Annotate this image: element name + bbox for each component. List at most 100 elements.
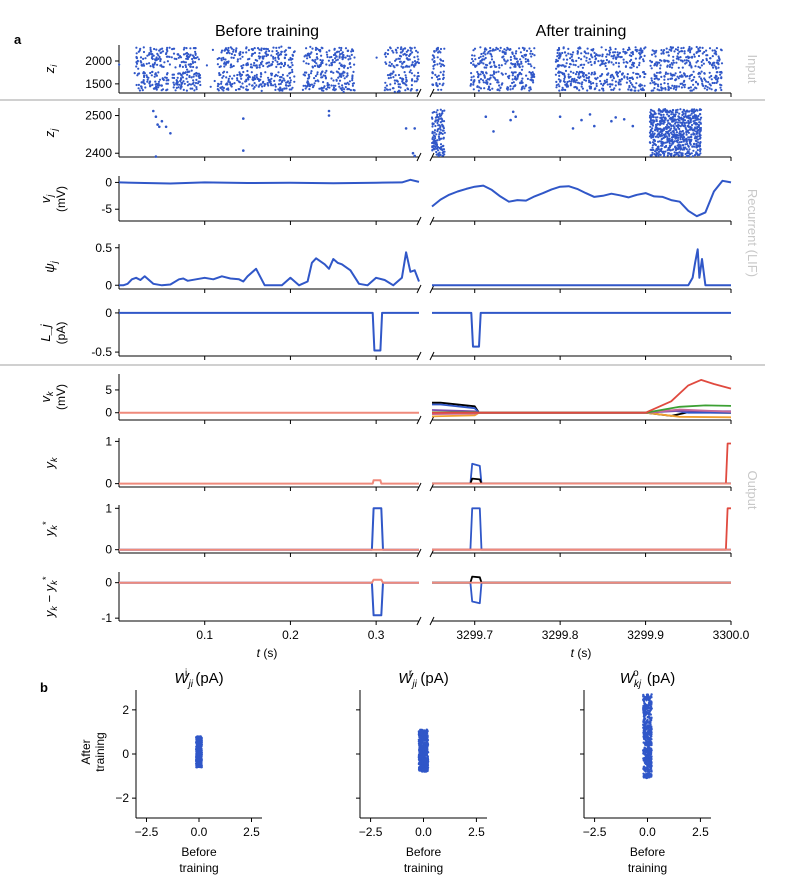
input-before-0-dot (179, 79, 182, 83)
input-after-3-dot (690, 47, 693, 50)
W-input-point (195, 750, 198, 753)
input-after-3-dot (654, 55, 657, 58)
recurrent-dense-dot (659, 116, 662, 119)
recurrent-dense-dot (663, 127, 666, 130)
input-after-3-dot (697, 47, 700, 50)
recurrent-dense-dot (671, 111, 674, 114)
recurrent-dense-dot (680, 117, 683, 120)
input-before-2-dot (316, 73, 319, 76)
input-before-2-dot (322, 81, 325, 84)
ylabel-vk-unit: (mV) (54, 384, 68, 410)
W-output-point (643, 759, 646, 762)
ylabel-yk-star: yk* (41, 521, 59, 537)
input-before-0-dot (162, 65, 165, 68)
input-after-3-dot (698, 46, 702, 49)
W-recurrent-point (420, 751, 423, 754)
W-recurrent-point (423, 752, 427, 755)
input-before-1-dot (261, 60, 264, 63)
input-before-1-dot (245, 78, 248, 81)
recurrent-dense-dot (669, 116, 672, 119)
input-before-0-dot (146, 80, 149, 83)
input-before-0-dot (195, 74, 198, 77)
W-recurrent-point (418, 753, 421, 757)
input-after-3-dot (677, 58, 680, 61)
recurrent-dense-dot (675, 139, 679, 142)
input-after-2-dot (577, 65, 580, 68)
recurrent-dense-dot (440, 132, 443, 135)
input-before-3-dot (393, 90, 396, 93)
input-after-1-dot (489, 49, 492, 52)
input-sparse-dot (265, 50, 268, 53)
recurrent-dense-dot (667, 115, 670, 118)
input-after-2-dot (607, 61, 610, 64)
input-before-1-dot (272, 46, 275, 49)
input-before-3-dot (404, 83, 407, 86)
input-after-1-dot (524, 85, 527, 88)
W-recurrent-point (421, 770, 424, 773)
recurrent-before-dot-4 (160, 119, 164, 123)
recurrent-dense-dot (677, 154, 681, 157)
recurrent-dense-dot (666, 154, 669, 157)
W-recurrent-point (418, 751, 421, 754)
input-after-0-dot (436, 56, 439, 59)
recurrent-dense-dot (681, 110, 684, 113)
input-after-3-dot (717, 55, 720, 58)
input-after-0-dot (443, 47, 446, 50)
W-output-point (643, 733, 646, 736)
input-after-2-dot (569, 82, 573, 85)
input-before-1-dot (266, 82, 269, 85)
input-before-1-dot (241, 66, 244, 69)
input-after-1-dot (509, 85, 512, 88)
input-before-2-dot (335, 51, 338, 54)
recurrent-dense-dot (438, 137, 441, 140)
input-after-1-dot (530, 76, 533, 79)
input-after-1-dot (483, 66, 486, 69)
input-before-2-dot (308, 56, 311, 59)
input-after-2-dot (559, 79, 562, 82)
input-after-3-dot (705, 54, 708, 57)
input-after-2-dot (561, 86, 564, 89)
recurrent-dense-dot (687, 144, 690, 147)
input-before-0-dot (177, 86, 180, 89)
input-after-2-dot (635, 82, 638, 85)
input-after-2-dot (558, 89, 561, 92)
W-output-point (650, 743, 653, 747)
recurrent-dense-dot (652, 121, 655, 124)
W-recurrent-point (423, 758, 427, 761)
input-before-1-dot (267, 76, 270, 79)
input-before-1-dot (273, 79, 276, 82)
input-before-3-dot (415, 61, 418, 64)
recurrent-dense-dot (667, 126, 671, 129)
W-output-point (649, 737, 652, 741)
input-after-2-dot (638, 61, 641, 64)
recurrent-dense-dot (672, 113, 675, 116)
input-after-3-dot (699, 66, 702, 69)
recurrent-dense-dot (652, 135, 655, 138)
input-after-2-dot (604, 64, 607, 68)
input-after-1-dot (485, 71, 488, 74)
W-output-point (643, 747, 647, 750)
input-before-1-dot (274, 88, 277, 91)
input-after-1-dot (487, 85, 491, 88)
recurrent-dense-dot (694, 139, 698, 142)
input-after-2-dot (596, 54, 600, 57)
input-before-0-dot (177, 56, 180, 59)
input-after-1-dot (478, 86, 481, 89)
recurrent-dense-dot (693, 133, 696, 136)
input-before-1-dot (271, 60, 274, 64)
input-after-2-dot (599, 80, 602, 83)
input-after-1-dot (520, 62, 523, 65)
input-before-0-dot (155, 56, 158, 59)
recurrent-dense-dot (657, 112, 661, 115)
input-before-2-dot (304, 87, 307, 90)
input-after-0-dot (437, 74, 440, 77)
input-after-1-dot (511, 78, 514, 81)
W-output-point (645, 697, 648, 700)
input-after-3-dot (677, 52, 680, 55)
input-after-2-dot (612, 55, 615, 58)
recurrent-dense-dot (437, 149, 440, 152)
input-after-3-dot (669, 72, 672, 75)
input-before-2-dot (324, 74, 327, 77)
recurrent-dense-dot (695, 123, 699, 126)
input-before-2-dot (338, 50, 341, 53)
